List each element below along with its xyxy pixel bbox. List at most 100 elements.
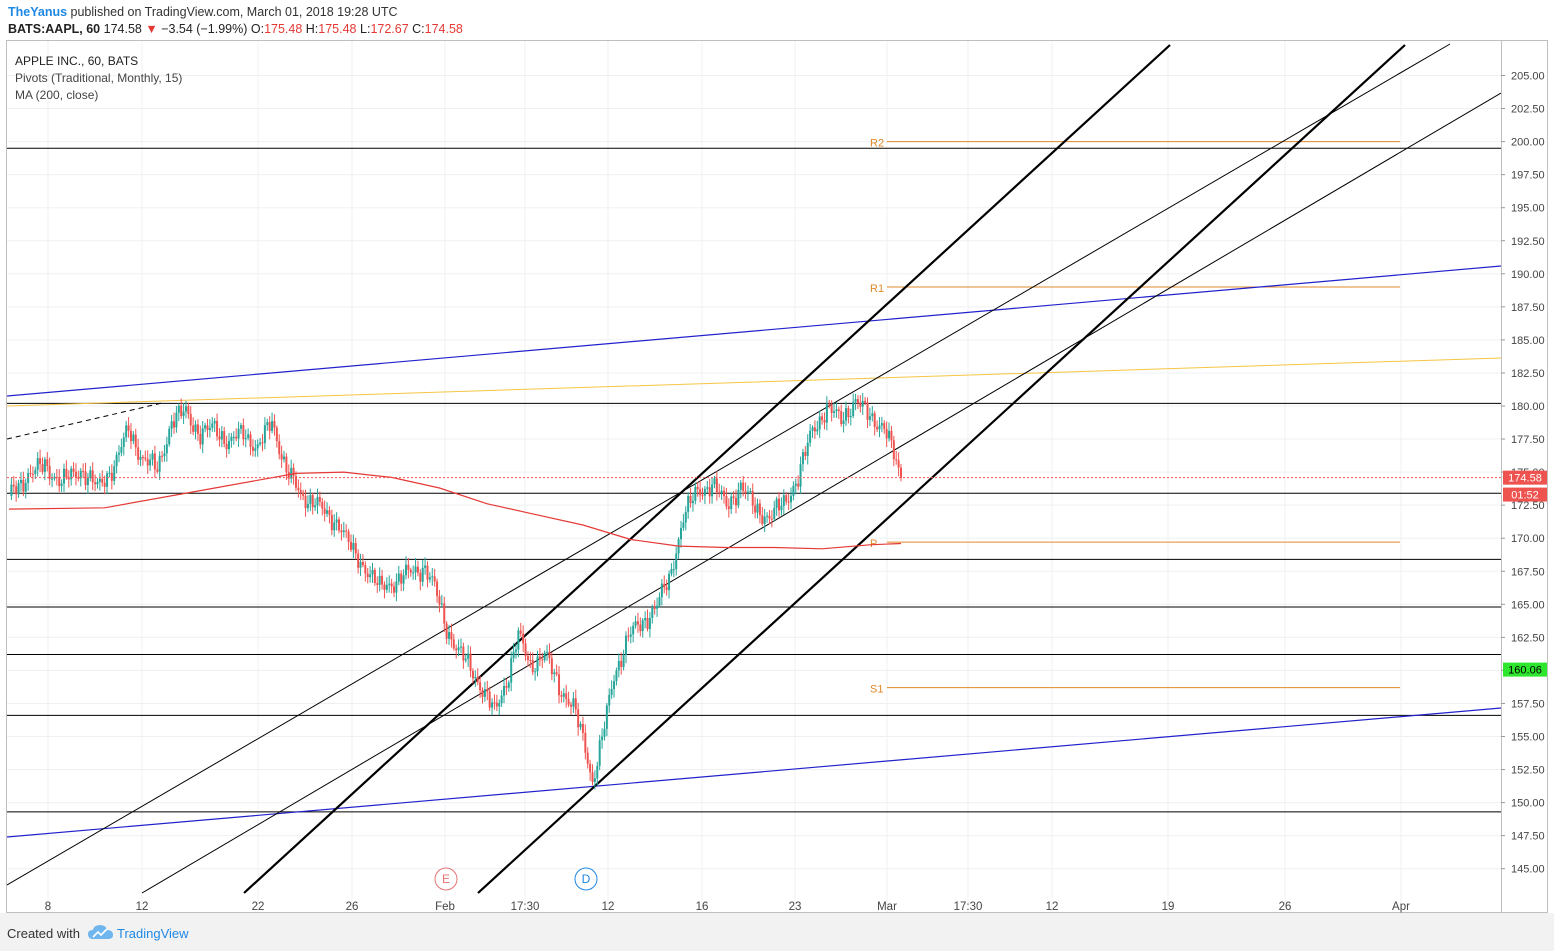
candle-body — [672, 569, 675, 571]
thick-channel-line-lower — [477, 44, 1406, 894]
y-tick-label: 165.00 — [1511, 599, 1545, 611]
candle-body — [163, 453, 166, 457]
price-axis[interactable] — [1502, 40, 1548, 913]
candle-body — [569, 704, 572, 707]
open-label: O: — [250, 22, 265, 36]
candle-body — [340, 530, 343, 533]
created-with-label: Created with — [7, 926, 80, 941]
candle-body — [641, 620, 644, 632]
y-tick-label: 152.50 — [1511, 765, 1545, 777]
candle-body — [412, 572, 415, 574]
candle-body — [878, 425, 881, 430]
candle-body — [828, 404, 831, 406]
candle-body — [756, 503, 759, 513]
candles — [10, 392, 902, 790]
candle-body — [890, 430, 893, 441]
candle-body — [785, 495, 788, 502]
candle-body — [151, 453, 154, 460]
candle-body — [15, 486, 18, 495]
legend-pivots[interactable]: Pivots (Traditional, Monthly, 15) — [15, 71, 183, 85]
candle-body — [567, 699, 570, 705]
candle-body — [347, 531, 350, 542]
chart-pane[interactable] — [6, 40, 1502, 913]
candle-body — [79, 470, 82, 479]
candle-body — [656, 605, 659, 609]
x-tick-label: 23 — [789, 901, 802, 913]
candle-body — [306, 503, 309, 509]
candle-body — [534, 671, 537, 673]
candle-body — [125, 425, 128, 438]
candle-body — [158, 455, 161, 472]
author-link[interactable]: TheYanus — [8, 5, 68, 19]
candle-body — [244, 437, 247, 440]
price-tag-level — [1503, 662, 1547, 677]
legend-ma[interactable]: MA (200, close) — [15, 88, 99, 102]
candle-body — [782, 495, 785, 507]
x-tick-label: Mar — [877, 901, 897, 913]
candle-body — [821, 416, 824, 421]
symbol-label: BATS:AAPL, 60 — [8, 22, 101, 36]
low-value: 172.67 — [370, 22, 409, 36]
tradingview-brand-link[interactable]: TradingView — [117, 926, 189, 941]
candle-body — [701, 495, 704, 497]
candle-body — [357, 553, 360, 568]
candle-body — [393, 586, 396, 593]
dashed-trendline — [7, 402, 163, 440]
candle-body — [383, 584, 386, 590]
candle-body — [201, 428, 204, 445]
candle-body — [897, 460, 900, 468]
candle-body — [883, 423, 886, 429]
y-tick-label: 180.00 — [1511, 401, 1545, 413]
x-tick-label: 12 — [1046, 901, 1059, 913]
candle-body — [323, 508, 326, 514]
candle-body — [113, 466, 116, 481]
candle-body — [558, 674, 561, 696]
high-label: H: — [305, 22, 319, 36]
event-marker-e — [434, 867, 458, 891]
price-tag-countdown — [1503, 487, 1547, 502]
candle-body — [734, 497, 737, 506]
publish-info: published on TradingView.com, March 01, … — [70, 5, 398, 19]
candle-body — [263, 425, 266, 444]
candle-body — [342, 530, 345, 533]
candle-body — [94, 482, 97, 485]
ma200-line — [8, 471, 902, 550]
candle-body — [835, 409, 838, 412]
candle-body — [268, 422, 271, 431]
candle-body — [254, 448, 257, 451]
candle-body — [173, 421, 176, 428]
candle-body — [634, 621, 637, 626]
down-arrow-icon: ▼ — [145, 22, 158, 36]
candle-body — [266, 422, 269, 426]
candle-body — [22, 479, 25, 492]
close-label: C: — [412, 22, 425, 36]
y-tick-label: 195.00 — [1511, 203, 1545, 215]
x-tick-label: 19 — [1162, 901, 1175, 913]
candle-body — [96, 481, 99, 485]
candle-body — [51, 478, 54, 480]
candle-body — [58, 477, 61, 487]
candle-body — [505, 686, 508, 688]
candle-body — [668, 573, 671, 591]
candle-body — [369, 574, 372, 578]
candle-body — [742, 482, 745, 492]
candle-body — [636, 621, 639, 625]
candle-body — [280, 454, 283, 460]
candle-body — [818, 416, 821, 430]
candle-body — [660, 583, 663, 598]
candle-body — [615, 670, 618, 682]
candle-body — [711, 484, 714, 497]
candle-body — [617, 660, 620, 671]
x-tick-label: 8 — [45, 901, 51, 913]
candle-body — [577, 709, 580, 728]
candle-body — [199, 433, 202, 445]
candle-body — [182, 411, 185, 417]
candle-body — [287, 472, 290, 479]
candle-body — [550, 658, 553, 675]
candle-body — [553, 672, 556, 675]
candle-body — [402, 575, 405, 584]
candle-body — [373, 569, 376, 584]
candle-body — [519, 630, 522, 634]
candle-body — [10, 484, 13, 496]
